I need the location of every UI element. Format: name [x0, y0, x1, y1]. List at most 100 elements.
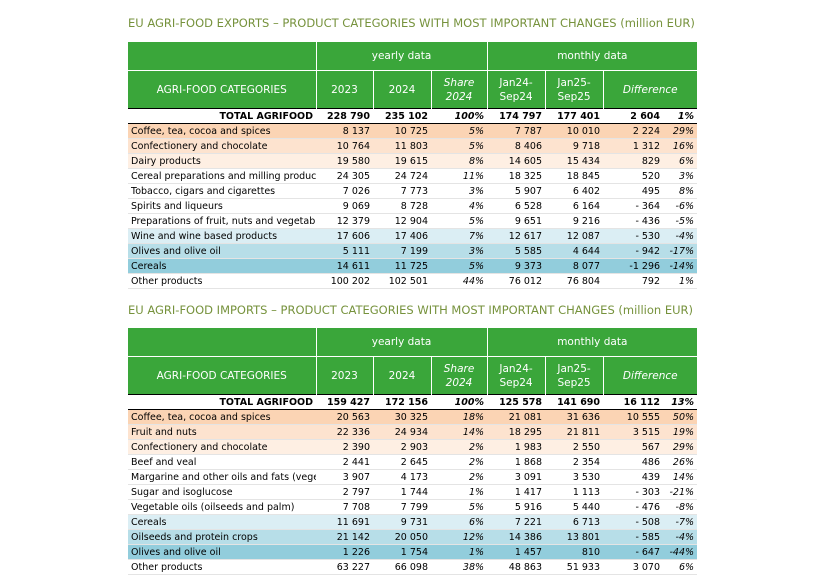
value-cell: 22 336 — [316, 424, 373, 440]
category-cell: Other products — [128, 559, 316, 575]
group-header: monthly data — [486, 328, 698, 357]
value-cell: 21 811 — [545, 424, 604, 440]
value-cell: 520 — [603, 168, 664, 184]
value-cell: 2 441 — [316, 454, 373, 470]
column-row: AGRI-FOOD CATEGORIES 2023 2024 Share 2024 Ja… — [128, 356, 698, 395]
data-row: Vegetable oils (oilseeds and palm) 7 708 7… — [128, 499, 698, 515]
data-row: Cereals 11 691 9 731 6% 7 221 6 713- 508 -7% — [128, 514, 698, 530]
column-header: Difference — [602, 356, 698, 395]
value-cell: -7% — [663, 514, 698, 530]
value-cell: 2 390 — [316, 439, 373, 455]
value-cell: 3 515 — [603, 424, 664, 440]
value-cell: 6 402 — [545, 183, 604, 199]
value-cell: 3% — [431, 183, 488, 199]
value-cell: 8 137 — [316, 123, 373, 139]
value-cell: 9 216 — [545, 213, 604, 229]
category-cell: Olives and olive oil — [128, 544, 316, 560]
data-row: Confectionery and chocolate 10 764 11 803 5… — [128, 138, 698, 154]
value-cell: 20 050 — [373, 529, 431, 545]
value-cell: 1 457 — [487, 544, 546, 560]
value-cell: 9 651 — [487, 213, 546, 229]
value-cell: 29% — [663, 439, 698, 455]
value-cell: 14 605 — [487, 153, 546, 169]
data-row: Tobacco, cigars and cigarettes 7 026 7 773… — [128, 183, 698, 199]
column-header: Jan24-Sep24 — [486, 70, 546, 109]
value-cell: 102 501 — [373, 273, 431, 289]
value-cell: 18% — [431, 409, 488, 425]
value-cell: -6% — [663, 198, 698, 214]
category-cell: Preparations of fruit, nuts and vegetabl… — [128, 213, 316, 229]
value-cell: 100% — [431, 394, 488, 410]
value-cell: 3 907 — [316, 469, 373, 485]
value-cell: 3% — [663, 168, 698, 184]
value-cell: 10 725 — [373, 123, 431, 139]
data-row: Olives and olive oil 1 226 1 754 1% 1 457 810… — [128, 544, 698, 560]
value-cell: 19 615 — [373, 153, 431, 169]
value-cell: - 942 — [603, 243, 664, 259]
value-cell: - 436 — [603, 213, 664, 229]
value-cell: 141 690 — [545, 394, 604, 410]
category-cell: Confectionery and chocolate — [128, 138, 316, 154]
total-row: TOTAL AGRIFOOD 159 427 172 156 100% 125 578 1… — [128, 394, 698, 410]
value-cell: 7% — [431, 228, 488, 244]
value-cell: 4% — [431, 198, 488, 214]
column-header: AGRI-FOOD CATEGORIES — [128, 70, 316, 109]
value-cell: 1% — [431, 544, 488, 560]
value-cell: 1 868 — [487, 454, 546, 470]
value-cell: 18 845 — [545, 168, 604, 184]
data-row: Other products 63 227 66 098 38% 48 863 51 93… — [128, 559, 698, 575]
value-cell: 3 091 — [487, 469, 546, 485]
category-cell: Fruit and nuts — [128, 424, 316, 440]
value-cell: 50% — [663, 409, 698, 425]
column-header: 2023 — [315, 70, 373, 109]
category-cell: Vegetable oils (oilseeds and palm) — [128, 499, 316, 515]
value-cell: 1% — [431, 484, 488, 500]
value-cell: -14% — [663, 258, 698, 274]
value-cell: 13 801 — [545, 529, 604, 545]
value-cell: - 585 — [603, 529, 664, 545]
table-title: EU AGRI-FOOD EXPORTS – PRODUCT CATEGORIE… — [128, 16, 695, 30]
value-cell: 8 406 — [487, 138, 546, 154]
value-cell: 10 010 — [545, 123, 604, 139]
category-cell: Confectionery and chocolate — [128, 439, 316, 455]
value-cell: 10 764 — [316, 138, 373, 154]
category-cell: Oilseeds and protein crops — [128, 529, 316, 545]
value-cell: 172 156 — [373, 394, 431, 410]
value-cell: 12 087 — [545, 228, 604, 244]
value-cell: 24 934 — [373, 424, 431, 440]
value-cell: 5% — [431, 138, 488, 154]
value-cell: -21% — [663, 484, 698, 500]
column-header: 2024 — [372, 356, 431, 395]
value-cell: 792 — [603, 273, 664, 289]
category-cell: Spirits and liqueurs — [128, 198, 316, 214]
value-cell: 15 434 — [545, 153, 604, 169]
value-cell: 3% — [431, 243, 488, 259]
value-cell: 1 754 — [373, 544, 431, 560]
data-row: Dairy products 19 580 19 615 8% 14 605 15 434… — [128, 153, 698, 169]
value-cell: 11 725 — [373, 258, 431, 274]
data-table: yearly data monthly data AGRI-FOOD CATEGOR… — [128, 42, 698, 289]
group-header: yearly data — [315, 328, 488, 357]
column-header: Jan25-Sep25 — [544, 70, 604, 109]
value-cell: 2% — [431, 469, 488, 485]
category-cell: Other products — [128, 273, 316, 289]
value-cell: 486 — [603, 454, 664, 470]
table-body: TOTAL AGRIFOOD 159 427 172 156 100% 125 578 1… — [128, 394, 698, 575]
value-cell: 6 164 — [545, 198, 604, 214]
table-title: EU AGRI-FOOD IMPORTS – PRODUCT CATEGORIE… — [128, 303, 694, 317]
value-cell: 5 585 — [487, 243, 546, 259]
value-cell: 495 — [603, 183, 664, 199]
value-cell: 18 325 — [487, 168, 546, 184]
column-header: AGRI-FOOD CATEGORIES — [128, 356, 316, 395]
value-cell: 38% — [431, 559, 488, 575]
value-cell: 100 202 — [316, 273, 373, 289]
data-row: Beef and veal 2 441 2 645 2% 1 868 2 354 486 26… — [128, 454, 698, 470]
category-cell: Wine and wine based products — [128, 228, 316, 244]
value-cell: 13% — [663, 394, 698, 410]
value-cell: 1 226 — [316, 544, 373, 560]
table-header: yearly data monthly data AGRI-FOOD CATEGOR… — [128, 42, 698, 109]
value-cell: 76 804 — [545, 273, 604, 289]
value-cell: 6 528 — [487, 198, 546, 214]
value-cell: 18 295 — [487, 424, 546, 440]
data-row: Confectionery and chocolate 2 390 2 903 2% 1… — [128, 439, 698, 455]
